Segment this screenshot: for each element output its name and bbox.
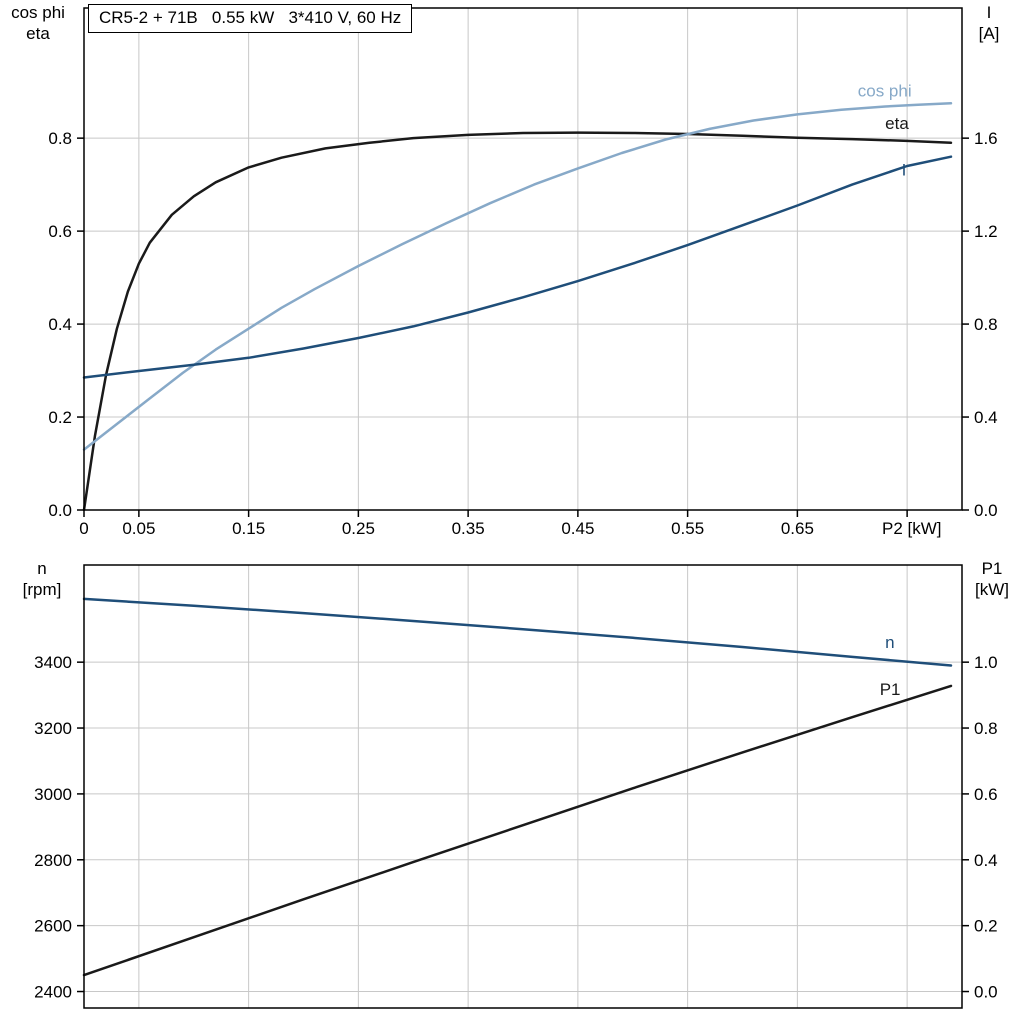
tick-label: 0.35 — [452, 519, 485, 538]
top-left-axis-title: cos phi eta — [0, 2, 76, 44]
current-axis-label: I — [986, 3, 992, 22]
speed-axis-label: n — [37, 559, 47, 578]
tick-label: 0.8 — [48, 129, 72, 148]
tick-label: 3400 — [34, 653, 72, 672]
cos-phi-axis-label: cos phi — [11, 3, 65, 22]
eta-curve — [82, 131, 953, 512]
eta-curve-label: eta — [885, 114, 909, 133]
tick-label: 3000 — [34, 785, 72, 804]
tick-label: 3200 — [34, 719, 72, 738]
tick-label: 2600 — [34, 917, 72, 936]
cos-phi-curve-label: cos phi — [858, 81, 912, 100]
tick-label: 1.6 — [974, 129, 998, 148]
p1-axis-label: P1 — [981, 559, 1003, 578]
tick-label: 0.8 — [974, 719, 998, 738]
tick-label: 0.8 — [974, 315, 998, 334]
cos-phi-curve — [82, 102, 953, 451]
tick-label: 1.0 — [974, 653, 998, 672]
bottom-right-axis-title: P1 [kW] — [964, 558, 1020, 600]
p2-axis-label: P2 [kW] — [882, 519, 942, 538]
tick-label: 0.4 — [48, 315, 72, 334]
I-curve — [82, 155, 953, 379]
tick-label: 0.0 — [48, 501, 72, 520]
eta-axis-label: eta — [26, 24, 50, 43]
plot-frame — [83, 564, 963, 1009]
n-curve-label: n — [885, 633, 894, 652]
P1-curve-label: P1 — [880, 680, 901, 699]
tick-label: 0.55 — [671, 519, 704, 538]
top-right-axis-title: I [A] — [960, 2, 1018, 44]
kw-unit-label: [kW] — [975, 580, 1009, 599]
tick-label: 0.0 — [974, 501, 998, 520]
plot-frame — [83, 7, 963, 511]
rpm-unit-label: [rpm] — [22, 580, 62, 599]
tick-label: 2800 — [34, 851, 72, 870]
tick-label: 0.4 — [974, 851, 998, 870]
tick-label: 1.2 — [974, 222, 998, 241]
bottom-left-axis-title: n [rpm] — [6, 558, 78, 600]
tick-label: 0.05 — [122, 519, 155, 538]
ampere-unit-label: [A] — [978, 24, 1000, 43]
tick-label: 0 — [79, 519, 88, 538]
tick-label: 0.6 — [974, 785, 998, 804]
tick-label: 0.65 — [781, 519, 814, 538]
tick-label: 0.2 — [974, 917, 998, 936]
chart-title-box: CR5-2 + 71B 0.55 kW 3*410 V, 60 Hz — [88, 4, 413, 33]
tick-label: 0.25 — [342, 519, 375, 538]
tick-label: 0.4 — [974, 408, 998, 427]
n-curve — [82, 597, 953, 667]
tick-label: 0.6 — [48, 222, 72, 241]
P1-curve — [82, 684, 953, 977]
I-curve-label: I — [902, 160, 907, 179]
tick-label: 0.45 — [561, 519, 594, 538]
tick-label: 0.0 — [974, 983, 998, 1002]
tick-label: 2400 — [34, 983, 72, 1002]
tick-label: 0.2 — [48, 408, 72, 427]
tick-label: 0.15 — [232, 519, 265, 538]
